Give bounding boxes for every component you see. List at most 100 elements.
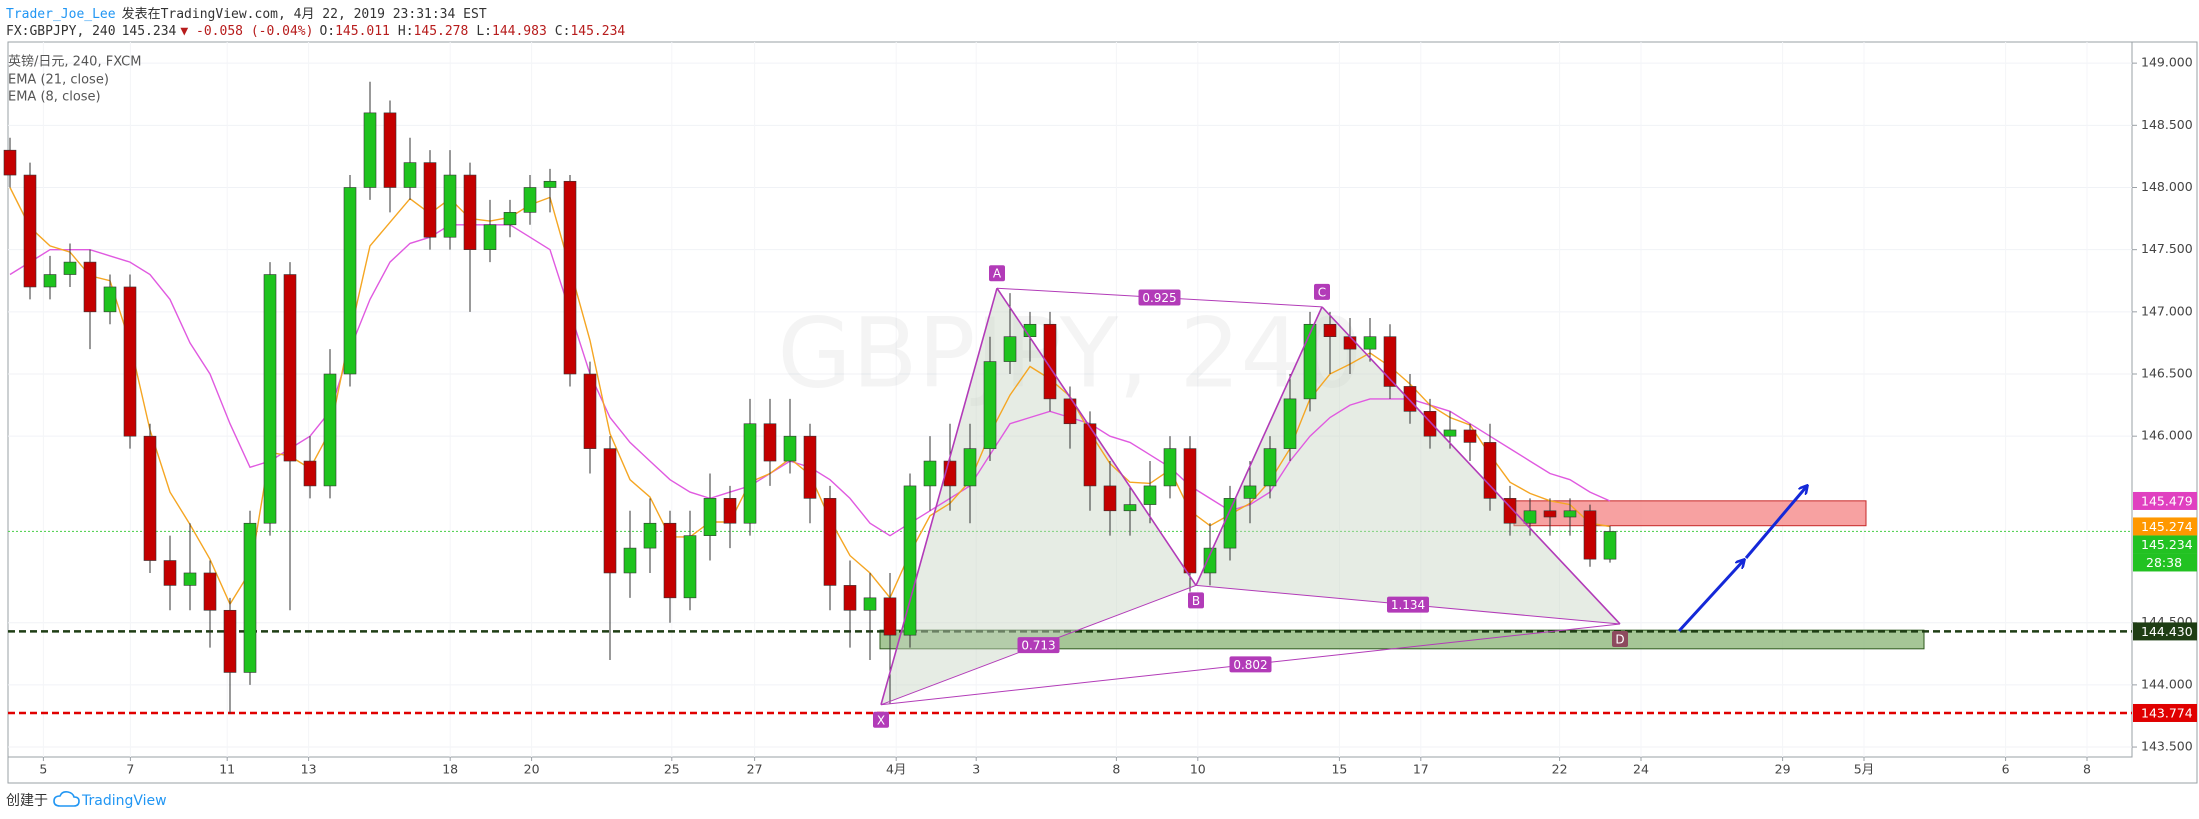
candle-body xyxy=(143,435,157,561)
ohlc-value: 145.278 xyxy=(414,24,469,39)
candle-body xyxy=(343,187,357,375)
x-tick-label: 24 xyxy=(1633,762,1649,777)
ratio-label: 1.134 xyxy=(1391,598,1425,612)
candle-body xyxy=(103,286,117,313)
candle-body xyxy=(823,498,837,586)
candle-body xyxy=(923,460,937,487)
candle-body xyxy=(423,162,437,238)
countdown: 28:38 xyxy=(2146,555,2182,570)
symbol: FX:GBPJPY, 240 xyxy=(6,24,116,39)
published: 发表在TradingView.com, 4月 22, 2019 23:31:34… xyxy=(122,6,487,22)
candle-body xyxy=(1383,336,1397,387)
pattern-fill xyxy=(881,288,1196,705)
candle-body xyxy=(1263,448,1277,487)
candle-body xyxy=(163,560,177,586)
y-tick-label: 146.000 xyxy=(2141,428,2193,443)
front-layer: 0.713 0.925 1.134 0.802 X A B C D xyxy=(873,265,1807,728)
candle-body xyxy=(583,373,597,449)
y-tick-label: 147.500 xyxy=(2141,241,2193,256)
ratio-box xyxy=(1229,656,1272,673)
legend-item: EMA (8, close) xyxy=(8,90,101,105)
change: ▼ -0.058 (-0.04%) xyxy=(180,24,313,39)
price-marker xyxy=(2133,491,2197,510)
x-tick-label: 10 xyxy=(1190,762,1206,777)
candle-body xyxy=(1103,485,1117,512)
point-label: B xyxy=(1192,594,1200,608)
x-tick-label: 3 xyxy=(972,762,980,777)
price-marker-label: 144.430 xyxy=(2141,624,2193,639)
price-marker-label: 145.234 xyxy=(2141,537,2193,552)
candle-body xyxy=(703,498,717,536)
candle-body xyxy=(43,274,57,288)
candle-body xyxy=(483,224,497,250)
candle-body xyxy=(223,609,237,673)
candle-body xyxy=(563,180,577,375)
candle-body xyxy=(1403,386,1417,412)
ohlc-value: 145.234 xyxy=(570,24,625,39)
candle-body xyxy=(443,174,457,238)
back-layer xyxy=(8,187,2132,715)
price-marker xyxy=(2133,517,2197,536)
brand-logo xyxy=(53,791,80,807)
pattern-leg xyxy=(996,287,1197,586)
candle-body xyxy=(743,423,757,524)
candle-body xyxy=(1063,398,1077,425)
y-tick-label: 148.500 xyxy=(2141,117,2193,132)
y-tick-label: 143.500 xyxy=(2141,739,2193,754)
candle-body xyxy=(1363,336,1377,350)
point-box xyxy=(1612,630,1628,647)
candle-body xyxy=(1303,323,1317,400)
candle-body xyxy=(83,261,97,313)
candle-body xyxy=(1243,485,1257,499)
ratio-label: 0.713 xyxy=(1021,639,1055,653)
candle-body xyxy=(1283,398,1297,449)
candle-body xyxy=(1163,448,1177,487)
candle-body xyxy=(543,180,557,188)
price-marker-label: 143.774 xyxy=(2141,705,2193,720)
candle-body xyxy=(723,498,737,524)
candle-body xyxy=(983,361,997,449)
point-box xyxy=(873,711,889,728)
candle-body xyxy=(263,274,277,524)
candle-body xyxy=(763,423,777,462)
price-marker-label: 145.274 xyxy=(2141,519,2193,534)
candle-body xyxy=(1583,510,1597,560)
candle-body xyxy=(1123,504,1137,512)
arrow xyxy=(1744,486,1807,559)
author[interactable]: Trader_Joe_Lee xyxy=(6,7,116,22)
x-tick-label: 15 xyxy=(1331,762,1347,777)
candle-body xyxy=(303,460,317,487)
point-box xyxy=(1188,592,1204,609)
x-tick-label: 11 xyxy=(219,762,235,777)
axis-layer: 143.500144.000144.500146.000146.500147.0… xyxy=(39,55,2197,777)
point-label: X xyxy=(877,713,885,727)
footer-created: 创建于 xyxy=(6,793,48,809)
candle-body xyxy=(883,597,897,636)
candle-body xyxy=(783,435,797,462)
price-marker xyxy=(2133,703,2197,722)
point-label: A xyxy=(993,267,1002,281)
candle-body xyxy=(1523,510,1537,524)
x-tick-label: 20 xyxy=(524,762,540,777)
candle-body xyxy=(603,448,617,574)
candle-body xyxy=(1563,510,1577,518)
candle-body xyxy=(283,274,297,462)
candle-body xyxy=(363,112,377,188)
x-tick-label: 17 xyxy=(1413,762,1429,777)
x-tick-label: 8 xyxy=(2083,762,2091,777)
x-tick-label: 13 xyxy=(301,762,317,777)
candle-body xyxy=(863,597,877,611)
x-tick-label: 18 xyxy=(442,762,458,777)
x-tick-label: 5月 xyxy=(1854,762,1874,777)
legend-title: 英镑/日元, 240, FXCM xyxy=(8,54,141,70)
candle-body xyxy=(123,286,137,437)
pattern-leg xyxy=(1321,306,1621,625)
y-tick-label: 146.500 xyxy=(2141,366,2193,381)
candle-body xyxy=(1043,323,1057,400)
pattern-fill xyxy=(1196,306,1620,624)
candle-body xyxy=(683,535,697,599)
ratio-label: 0.925 xyxy=(1142,291,1176,305)
footer-brand[interactable]: TradingView xyxy=(81,793,167,809)
legend-item: EMA (21, close) xyxy=(8,73,109,88)
